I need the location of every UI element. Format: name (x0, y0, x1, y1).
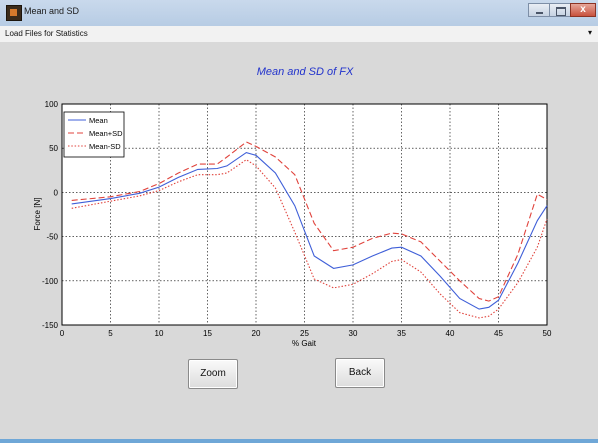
axis-ticks: 0 5 10 15 20 25 30 35 40 45 50 100 50 0 -50 -100 -150 (42, 100, 552, 338)
x-tick-label: 35 (397, 329, 406, 338)
y-axis-label: Force [N] (33, 198, 42, 231)
window-bottom-border (0, 439, 598, 443)
y-tick-label: -50 (46, 233, 58, 242)
x-tick-label: 20 (252, 329, 261, 338)
y-tick-label: -150 (42, 321, 59, 330)
menu-overflow-arrow-icon[interactable]: ▾ (588, 28, 593, 37)
back-button[interactable]: Back (335, 358, 385, 388)
series-mean-line (71, 152, 548, 310)
series-mean-minus-sd-line (71, 159, 548, 319)
y-tick-label: 50 (49, 144, 58, 153)
x-tick-label: 25 (300, 329, 309, 338)
x-tick-label: 30 (349, 329, 358, 338)
chart-legend: Mean Mean+SD Mean-SD (63, 111, 125, 158)
menu-bar: Load Files for Statistics ▾ (0, 26, 598, 43)
matlab-app-icon (6, 5, 22, 21)
legend-label: Mean+SD (89, 129, 123, 138)
menu-item-load-files[interactable]: Load Files for Statistics (5, 29, 88, 38)
x-tick-label: 45 (494, 329, 503, 338)
y-tick-label: 100 (45, 100, 59, 109)
y-tick-label: 0 (54, 188, 59, 197)
series-lines (71, 141, 548, 319)
chart-title: Mean and SD of FX (257, 66, 354, 78)
close-icon[interactable]: x (570, 3, 596, 17)
window-title: Mean and SD (24, 6, 80, 16)
x-tick-label: 15 (203, 329, 212, 338)
plot-axes (61, 103, 548, 326)
maximize-icon[interactable] (549, 3, 571, 17)
chart-plot: Mean and SD of FX 0 5 10 15 20 25 30 35 40 45 50 10… (33, 66, 552, 348)
minimize-icon[interactable] (528, 3, 550, 17)
y-tick-label: -100 (42, 277, 59, 286)
x-tick-label: 5 (108, 329, 113, 338)
series-mean-plus-sd-line (71, 141, 548, 302)
x-axis-label: % Gait (292, 339, 317, 348)
x-tick-label: 50 (543, 329, 552, 338)
title-bar[interactable]: Mean and SD x (0, 0, 598, 27)
x-tick-label: 0 (60, 329, 65, 338)
zoom-button[interactable]: Zoom (188, 359, 238, 389)
x-tick-label: 10 (155, 329, 164, 338)
x-tick-label: 40 (446, 329, 455, 338)
legend-label: Mean-SD (89, 142, 121, 151)
legend-label: Mean (89, 116, 108, 125)
